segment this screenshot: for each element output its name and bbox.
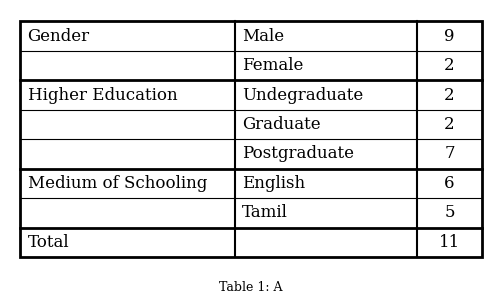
- Text: 2: 2: [443, 57, 454, 74]
- Text: Postgraduate: Postgraduate: [242, 145, 354, 162]
- Bar: [20, 21, 481, 257]
- Text: Higher Education: Higher Education: [28, 87, 177, 103]
- Text: Table 1: A: Table 1: A: [219, 281, 282, 294]
- Text: 5: 5: [443, 204, 454, 221]
- Text: 7: 7: [443, 145, 454, 162]
- Text: Tamil: Tamil: [242, 204, 288, 221]
- Text: Male: Male: [242, 28, 284, 45]
- Text: 6: 6: [443, 175, 454, 192]
- Text: Undegraduate: Undegraduate: [242, 87, 363, 103]
- Text: Total: Total: [28, 234, 69, 251]
- Text: Graduate: Graduate: [242, 116, 320, 133]
- Text: English: English: [242, 175, 305, 192]
- Text: 2: 2: [443, 116, 454, 133]
- Text: Gender: Gender: [28, 28, 90, 45]
- Text: 9: 9: [443, 28, 454, 45]
- Text: Medium of Schooling: Medium of Schooling: [28, 175, 206, 192]
- Text: 2: 2: [443, 87, 454, 103]
- Text: Female: Female: [242, 57, 303, 74]
- Text: 11: 11: [438, 234, 459, 251]
